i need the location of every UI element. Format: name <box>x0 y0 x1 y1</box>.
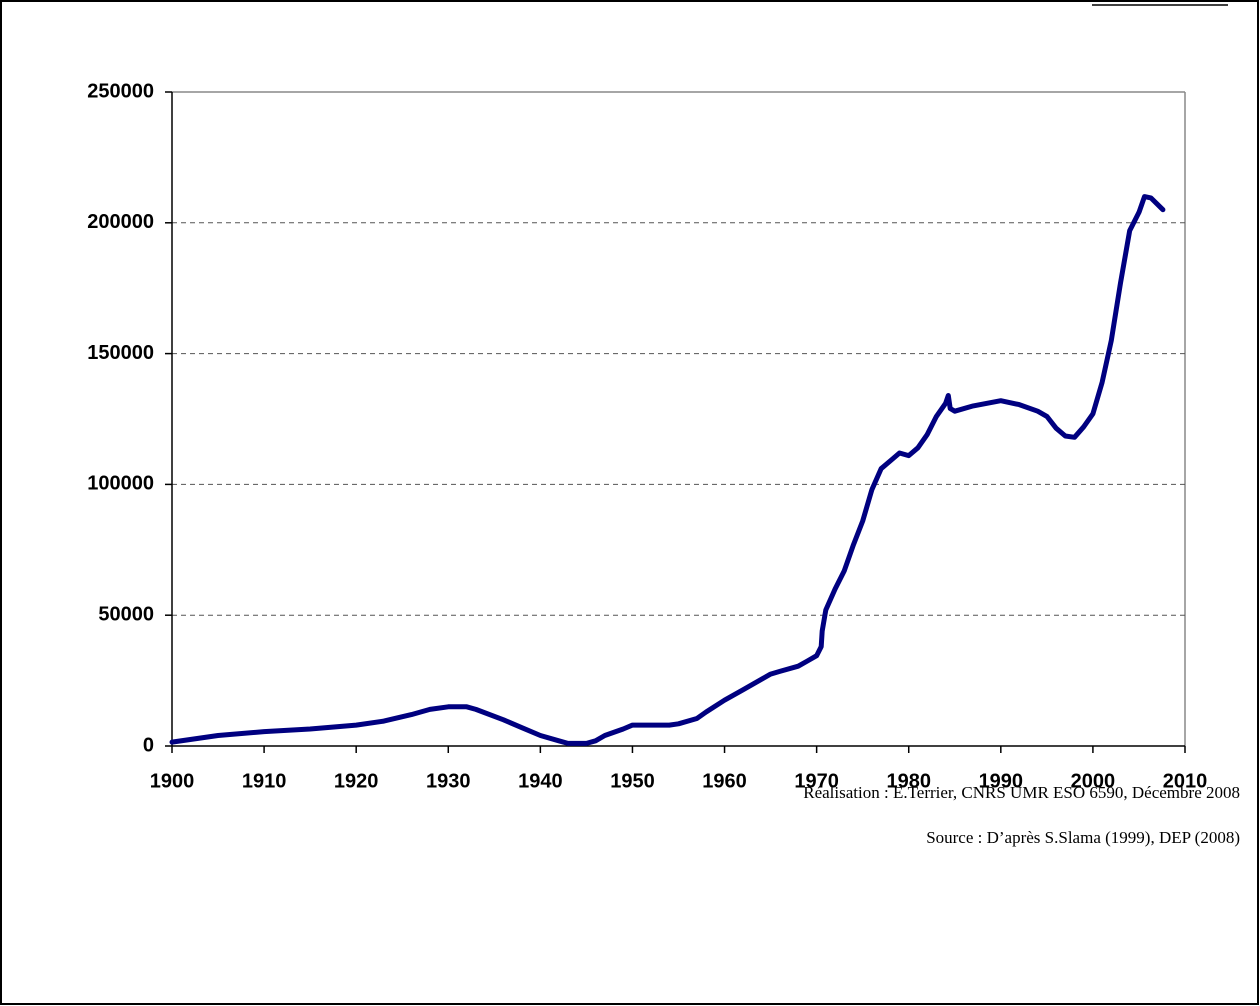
x-tick-label: 1970 <box>794 770 839 792</box>
y-tick-label: 150000 <box>87 342 154 364</box>
x-tick-label: 1990 <box>979 770 1024 792</box>
y-tick-label: 250000 <box>87 80 154 102</box>
x-tick-label: 1960 <box>702 770 747 792</box>
x-tick-label: 2010 <box>1163 770 1208 792</box>
source: Source : D’après S.Slama (1999), DEP (20… <box>926 828 1240 847</box>
x-tick-label: 2000 <box>1071 770 1116 792</box>
credit: Réalisation : E.Terrier, CNRS UMR ESO 65… <box>803 783 1240 802</box>
x-tick-label: 1980 <box>886 770 931 792</box>
y-tick-label: 0 <box>143 734 154 756</box>
y-tick-label: 50000 <box>98 603 154 625</box>
x-tick-label: 1950 <box>610 770 655 792</box>
x-tick-label: 1940 <box>518 770 563 792</box>
x-tick-label: 1920 <box>334 770 379 792</box>
x-tick-label: 1900 <box>150 770 195 792</box>
line <box>169 194 1166 746</box>
x-tick-label: 1910 <box>242 770 287 792</box>
y-tick-label: 100000 <box>87 473 154 495</box>
x-tick-label: 1930 <box>426 770 471 792</box>
y-tick-label: 200000 <box>87 211 154 233</box>
